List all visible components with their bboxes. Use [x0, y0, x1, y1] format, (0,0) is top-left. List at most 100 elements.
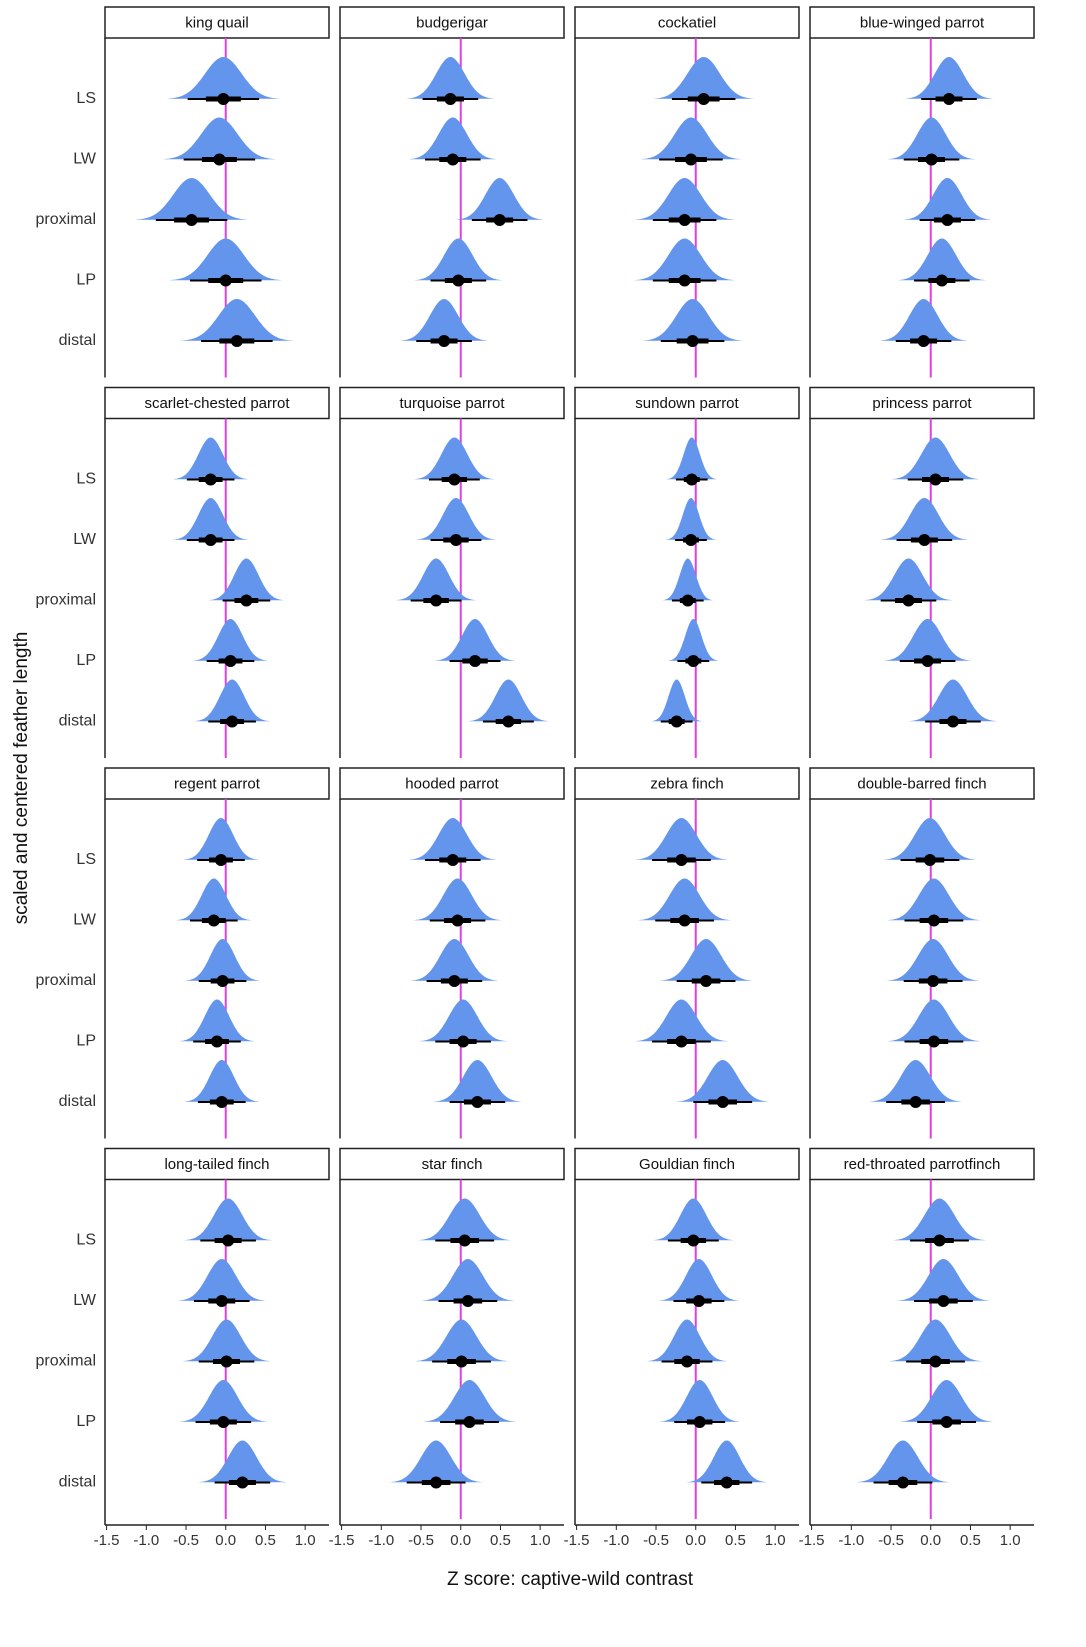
- x-tick-label: 0.5: [490, 1532, 511, 1549]
- density: [182, 1198, 274, 1241]
- point: [933, 1234, 946, 1247]
- density: [161, 117, 278, 160]
- point: [471, 1096, 484, 1108]
- facet-title: regent parrot: [174, 775, 261, 792]
- density: [885, 999, 982, 1042]
- point: [207, 914, 220, 927]
- point: [213, 153, 226, 166]
- x-tick-label: -1.5: [564, 1532, 590, 1549]
- x-axis-title: Z score: captive-wild contrast: [447, 1569, 694, 1590]
- point: [716, 1096, 729, 1108]
- facet-title: double-barred finch: [857, 775, 986, 792]
- point: [214, 854, 227, 866]
- density: [178, 999, 256, 1042]
- density: [466, 679, 550, 722]
- density: [657, 1259, 741, 1301]
- strip: [104, 1147, 330, 1181]
- facet-title: king quail: [185, 14, 248, 31]
- density: [633, 999, 730, 1042]
- strip: [574, 1147, 800, 1181]
- point: [929, 1355, 942, 1368]
- point: [670, 715, 683, 728]
- point: [700, 975, 713, 987]
- density: [886, 117, 977, 160]
- x-tick-label: -1.0: [838, 1532, 864, 1549]
- point: [430, 1476, 443, 1489]
- point: [446, 153, 459, 166]
- y-axis-title: scaled and centered feather length: [11, 632, 32, 925]
- density: [651, 1198, 735, 1241]
- density: [416, 1198, 513, 1241]
- point: [917, 335, 930, 347]
- point: [449, 534, 462, 546]
- facet-title: star finch: [422, 1156, 483, 1173]
- point: [678, 274, 691, 287]
- density: [419, 1259, 516, 1301]
- strip: [809, 767, 1035, 800]
- y-tick-label: LS: [76, 471, 96, 488]
- x-tick-label: 1.0: [1000, 1532, 1021, 1549]
- density: [407, 117, 499, 160]
- density: [207, 558, 286, 601]
- point: [687, 655, 700, 667]
- density: [407, 818, 499, 860]
- point: [684, 534, 697, 546]
- strip: [104, 767, 330, 800]
- density: [882, 619, 973, 661]
- point: [681, 1355, 693, 1368]
- density: [639, 117, 743, 160]
- density: [414, 498, 498, 540]
- density: [632, 178, 737, 220]
- y-tick-label: LW: [73, 531, 97, 548]
- density: [433, 619, 517, 661]
- strip: [339, 1147, 565, 1181]
- point: [927, 975, 940, 987]
- density: [417, 999, 509, 1042]
- point: [686, 335, 699, 347]
- strip: [339, 386, 565, 420]
- facet-title: princess parrot: [872, 395, 972, 412]
- point: [502, 715, 515, 728]
- density: [882, 818, 978, 860]
- point: [217, 93, 230, 105]
- strip: [809, 1147, 1035, 1181]
- y-tick-label: LP: [76, 272, 96, 289]
- point: [937, 1295, 950, 1307]
- x-tick-label: 0.0: [450, 1532, 471, 1549]
- density: [902, 178, 993, 220]
- density: [178, 1380, 269, 1422]
- x-tick-label: 1.0: [530, 1532, 551, 1549]
- point: [925, 153, 938, 166]
- density: [867, 1060, 964, 1102]
- density: [182, 818, 260, 860]
- density: [879, 498, 970, 540]
- x-tick-label: 0.5: [725, 1532, 746, 1549]
- facet-title: sundown parrot: [635, 395, 739, 412]
- density: [907, 679, 999, 722]
- point: [693, 1416, 706, 1428]
- density: [193, 679, 271, 722]
- point: [697, 93, 710, 105]
- density: [650, 679, 703, 722]
- point: [219, 274, 232, 287]
- x-tick-label: -0.5: [408, 1532, 434, 1549]
- point: [222, 1234, 235, 1247]
- x-tick-label: -1.5: [329, 1532, 355, 1549]
- point: [452, 274, 465, 287]
- x-tick-label: 1.0: [295, 1532, 316, 1549]
- point: [448, 975, 461, 987]
- density: [903, 57, 995, 99]
- point: [226, 715, 239, 728]
- point: [941, 214, 954, 226]
- density: [661, 558, 714, 601]
- x-tick-label: -1.5: [799, 1532, 825, 1549]
- point: [929, 473, 942, 486]
- density: [667, 619, 720, 661]
- point: [935, 274, 948, 287]
- point: [216, 975, 229, 987]
- density: [432, 1060, 523, 1102]
- strip: [104, 386, 330, 420]
- point: [230, 335, 243, 347]
- facet-title: blue-winged parrot: [860, 14, 985, 31]
